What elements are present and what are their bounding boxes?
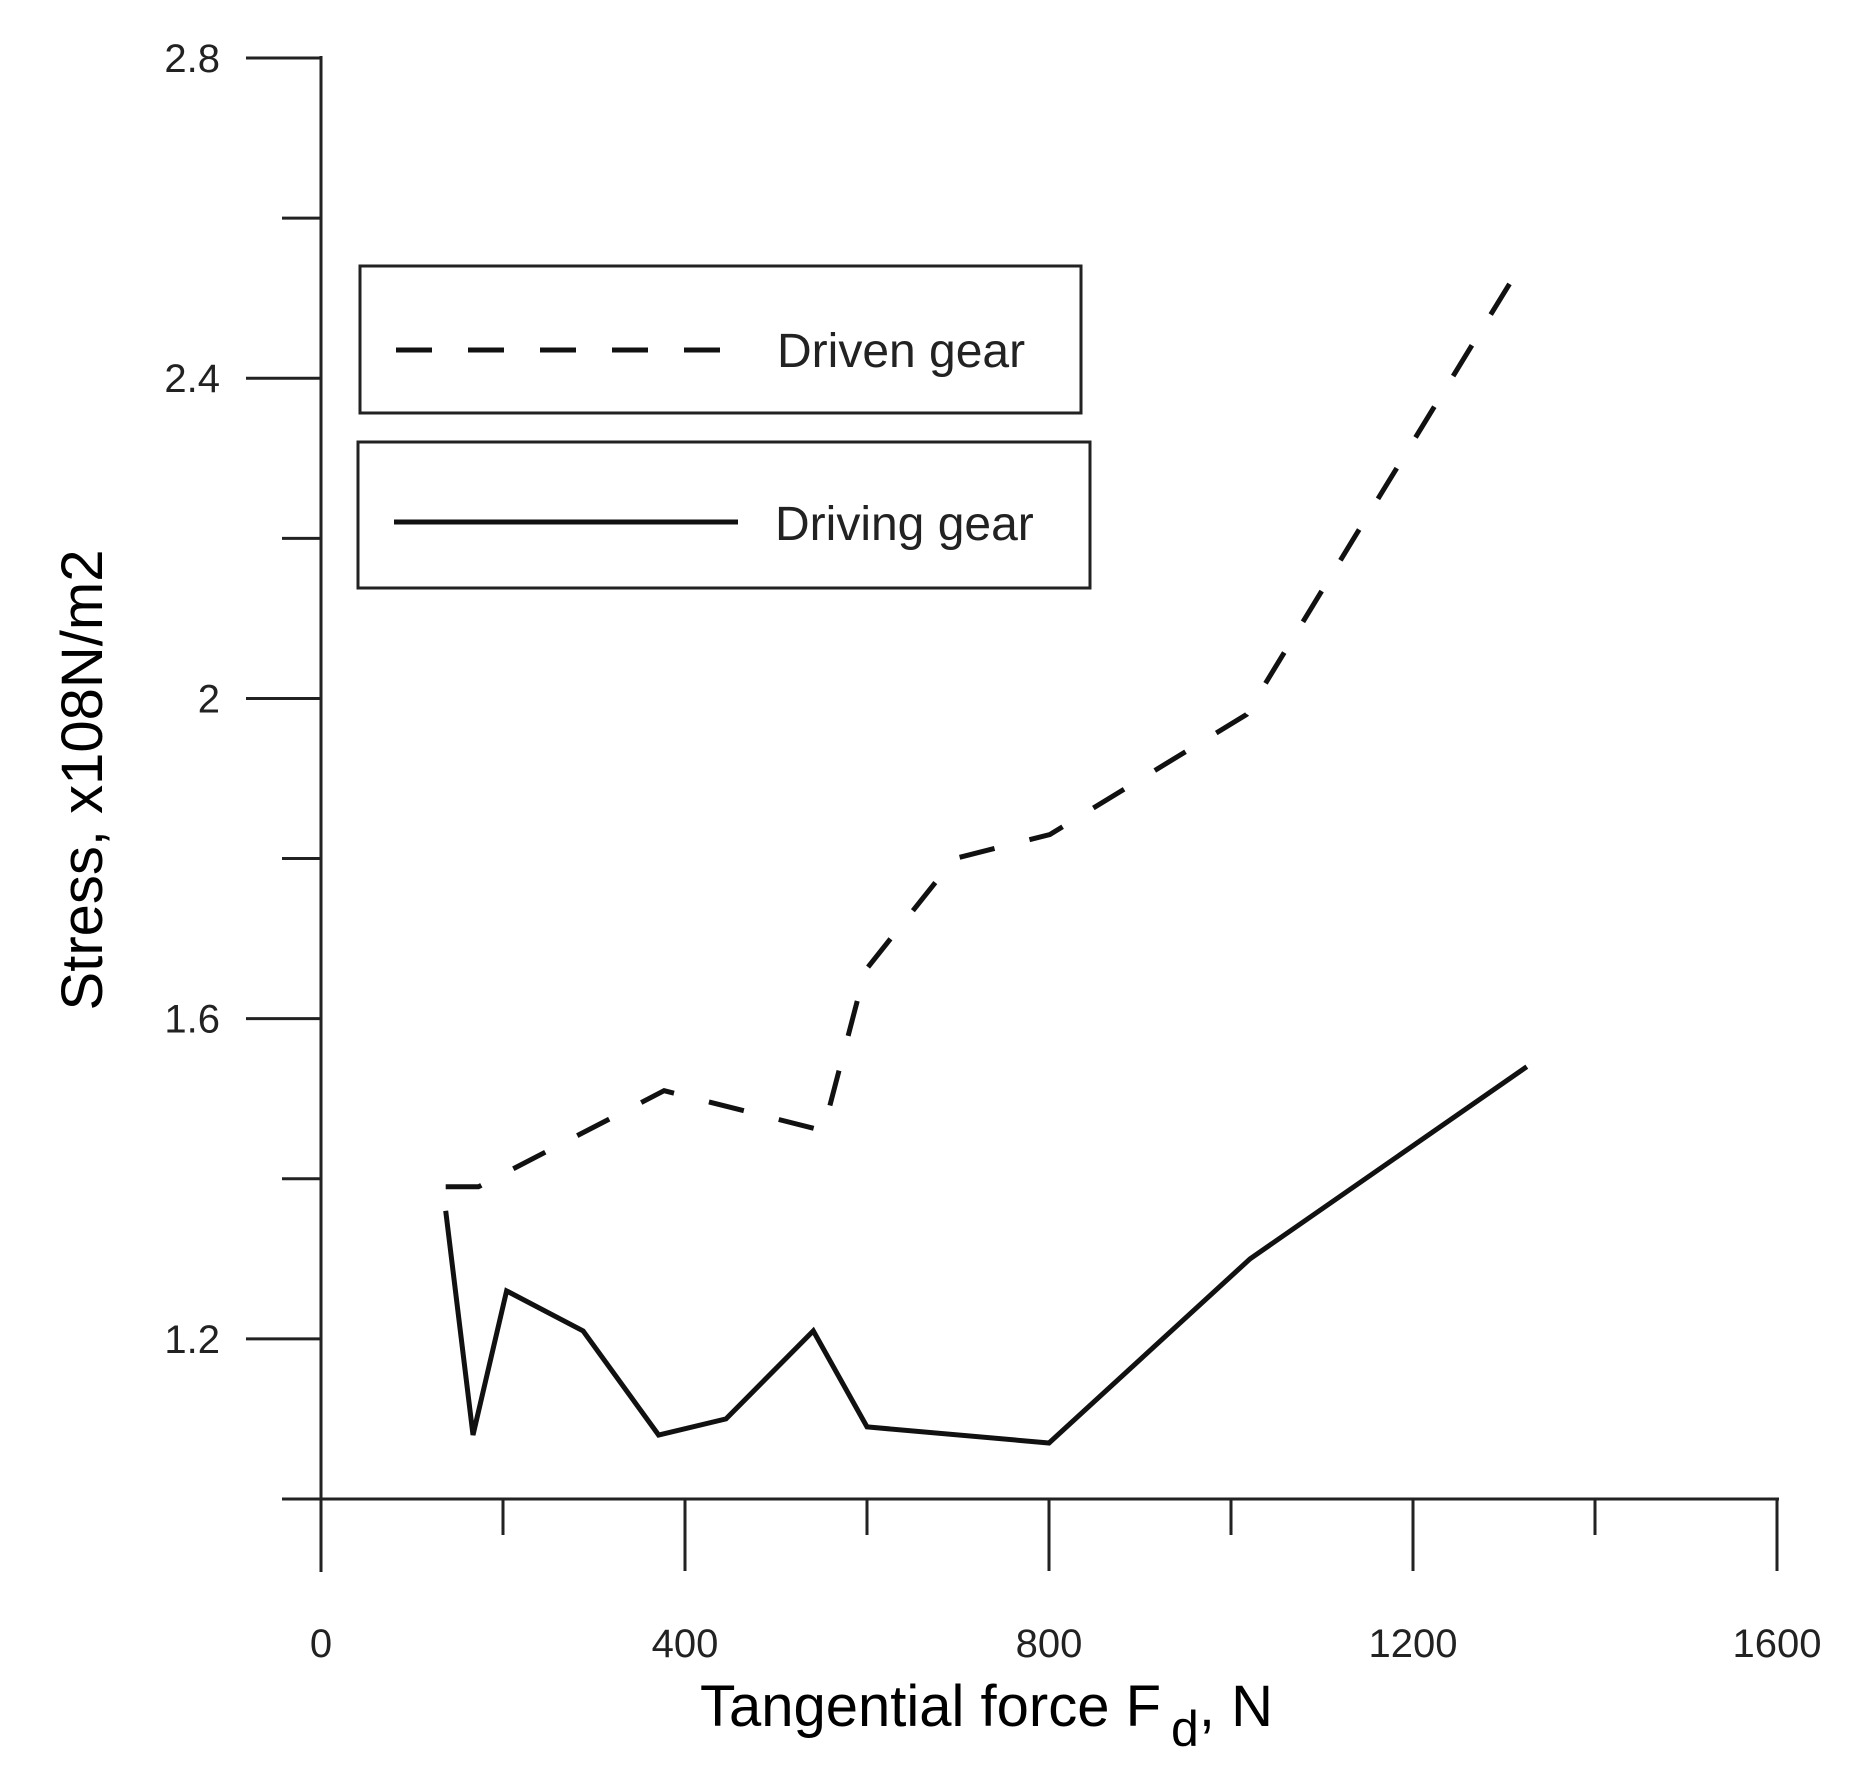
- x-tick-label: 400: [652, 1622, 719, 1666]
- legend-item-driving: Driving gear: [356, 440, 1092, 590]
- x-tick-label: 800: [1016, 1622, 1083, 1666]
- legend-label-driven: Driven gear: [777, 325, 1025, 378]
- legend-label-driving: Driving gear: [775, 498, 1034, 551]
- y-tick-label: 1.2: [164, 1318, 220, 1362]
- legend-item-driven: Driven gear: [358, 264, 1083, 415]
- x-axis: 0 400 800 1200 1600: [282, 1497, 1822, 1666]
- driving-gear-line: [443, 1064, 1529, 1446]
- y-tick-label: 1.6: [164, 998, 220, 1042]
- y-tick-label: 2: [198, 677, 220, 721]
- x-axis-title-tail: , N: [1199, 1674, 1273, 1739]
- legend: Driven gear Driving gear: [356, 264, 1092, 590]
- plot-area: [443, 264, 1529, 1446]
- y-axis: 1.2 1.6 2 2.4 2.8: [164, 37, 323, 1572]
- y-tick-label: 2.8: [164, 37, 220, 81]
- x-axis-title-sub: d: [1171, 1701, 1199, 1757]
- y-tick-label: 2.4: [164, 357, 220, 401]
- x-tick-label: 0: [310, 1622, 332, 1666]
- y-axis-title: Stress, x108N/m2: [50, 550, 115, 1011]
- x-tick-label: 1200: [1369, 1622, 1458, 1666]
- x-tick-label: 1600: [1733, 1622, 1822, 1666]
- x-axis-title-main: Tangential force F: [700, 1674, 1161, 1739]
